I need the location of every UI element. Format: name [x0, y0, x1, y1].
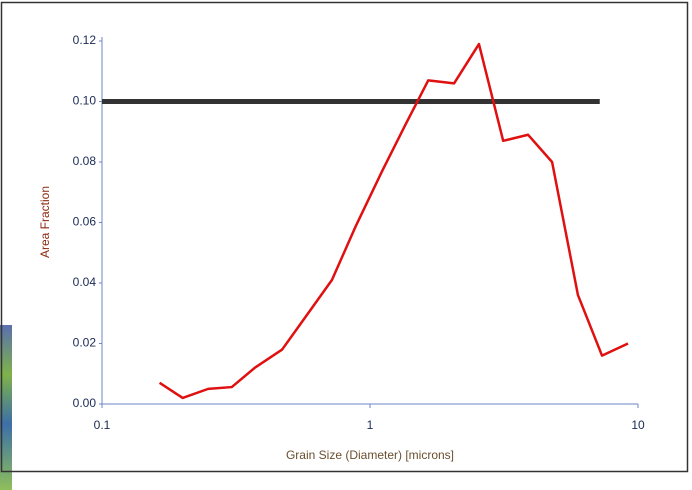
x-tick-label: 10: [631, 418, 645, 432]
y-tick-label: 0.08: [73, 154, 97, 168]
y-tick-label: 0.04: [73, 275, 97, 289]
background: [12, 472, 692, 490]
y-tick-label: 0.10: [73, 94, 97, 108]
y-tick-label: 0.12: [73, 33, 97, 47]
y-tick-label: 0.02: [73, 336, 97, 350]
panel-border: [2, 3, 688, 472]
y-tick-label: 0.00: [73, 396, 97, 410]
y-tick-label: 0.06: [73, 215, 97, 229]
y-axis-title: Area Fraction: [38, 186, 52, 258]
x-tick-label: 0.1: [94, 418, 111, 432]
x-axis-title: Grain Size (Diameter) [microns]: [286, 448, 454, 462]
page: Grain Size (Diameter) [microns] Area Fra…: [0, 0, 692, 490]
x-tick-label: 1: [367, 418, 374, 432]
data-line: [160, 44, 628, 398]
chart: Grain Size (Diameter) [microns] Area Fra…: [0, 0, 692, 490]
